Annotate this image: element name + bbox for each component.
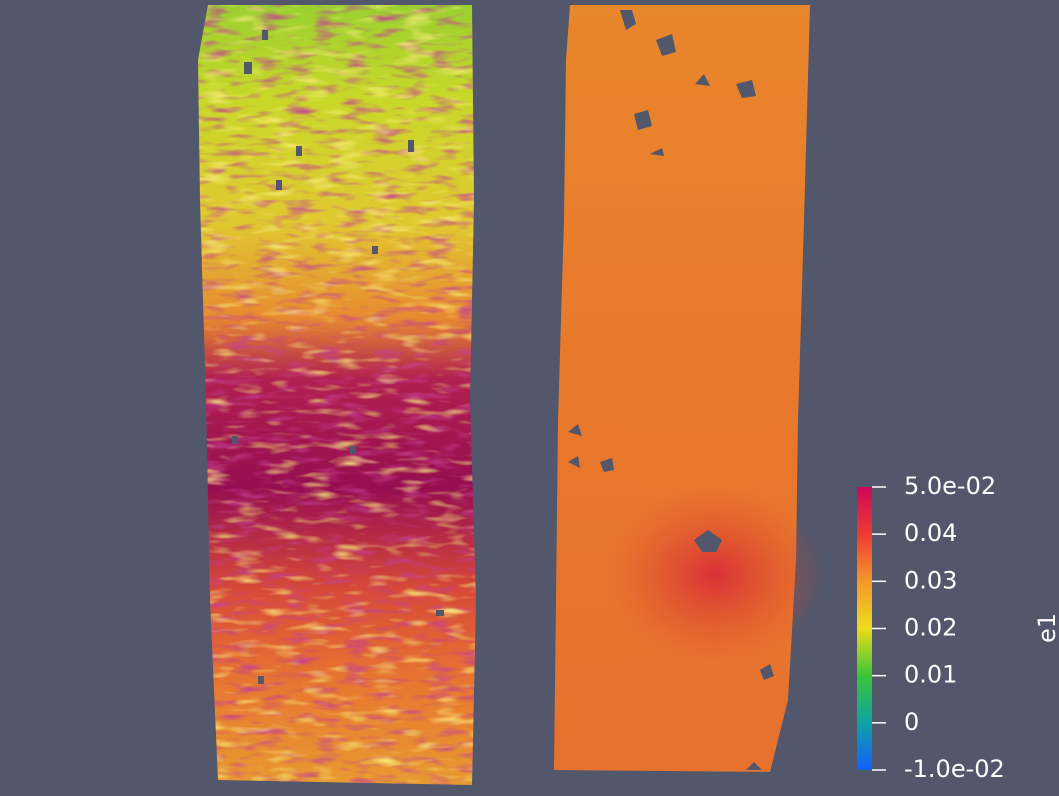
color-bar (857, 487, 872, 770)
tick-label: 0.02 (904, 614, 957, 642)
tick-label: 0.04 (904, 519, 957, 547)
color-legend-title: e1 (1033, 613, 1059, 643)
color-legend: e1 5.0e-02 0.04 0.03 0.02 0.01 0 -1.0e-02 (857, 472, 1059, 783)
tick-label: 0.01 (904, 661, 957, 689)
left-specimen (198, 5, 476, 785)
tick-label: -1.0e-02 (904, 755, 1005, 783)
tick-label: 5.0e-02 (904, 472, 996, 500)
tick-label: 0.03 (904, 566, 957, 594)
right-specimen (554, 5, 825, 772)
tick-label: 0 (904, 708, 919, 736)
